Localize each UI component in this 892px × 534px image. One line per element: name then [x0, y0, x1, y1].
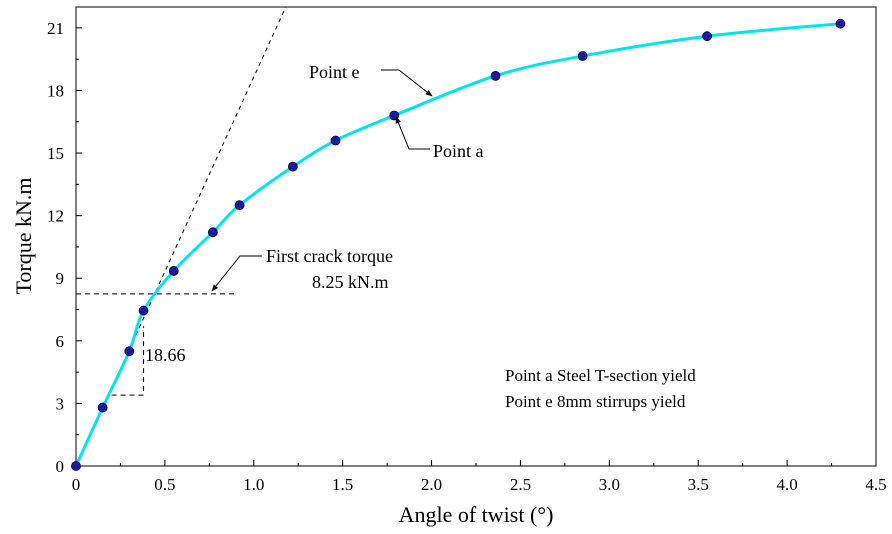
data-point [577, 51, 588, 61]
point-e-leader [381, 69, 433, 97]
x-tick-label: 4.5 [865, 475, 886, 494]
point-e-label: Point e [309, 62, 360, 82]
data-point [330, 135, 341, 146]
x-tick-label: 2.0 [421, 475, 442, 494]
data-point [97, 402, 108, 413]
data-point [389, 110, 400, 121]
x-tick-label: 3.5 [688, 475, 709, 494]
y-tick-label: 12 [47, 207, 64, 226]
y-tick-label: 6 [56, 332, 65, 351]
data-point [207, 227, 218, 238]
x-axis-title: Angle of twist (°) [399, 502, 554, 527]
data-point [287, 161, 298, 172]
legend-entry-point-e: Point e 8mm stirrups yield [505, 392, 686, 411]
point-a-leader [395, 116, 430, 150]
y-tick-label: 21 [47, 19, 64, 38]
point-a-label: Point a [433, 141, 484, 161]
y-tick-label: 9 [56, 269, 65, 288]
x-axis: 0 0.5 1.0 1.5 2.0 2.5 3.0 3.5 4.0 4.5 [72, 460, 887, 494]
data-point [138, 305, 149, 316]
x-tick-label: 3.0 [599, 475, 620, 494]
y-tick-label: 0 [56, 457, 65, 476]
data-point [234, 200, 245, 211]
x-tick-label: 2.5 [510, 475, 531, 494]
data-point [71, 461, 81, 471]
first-crack-value: 8.25 kN.m [312, 272, 389, 292]
plot-area [75, 6, 877, 467]
x-tick-label: 0.5 [154, 475, 175, 494]
slope-label: 18.66 [145, 345, 186, 365]
data-point [835, 18, 846, 29]
slope-step-marker [111, 326, 145, 396]
x-tick-label: 0 [72, 475, 81, 494]
legend: Point a Steel T-section yield Point e 8m… [505, 366, 696, 411]
x-tick-label: 1.0 [243, 475, 264, 494]
first-crack-leader [211, 255, 262, 292]
data-point [124, 346, 135, 357]
data-point [490, 70, 501, 81]
data-point [168, 266, 179, 276]
legend-entry-point-a: Point a Steel T-section yield [505, 366, 696, 385]
y-tick-label: 18 [47, 81, 64, 100]
data-point [702, 31, 713, 42]
x-tick-label: 1.5 [332, 475, 353, 494]
y-tick-label: 3 [56, 394, 65, 413]
y-tick-label: 15 [47, 144, 64, 163]
y-axis: 0 3 6 9 12 15 18 21 [47, 19, 82, 476]
x-tick-label: 4.0 [776, 475, 797, 494]
y-axis-title: Torque kN.m [11, 178, 36, 295]
first-crack-label: First crack torque [266, 246, 393, 266]
